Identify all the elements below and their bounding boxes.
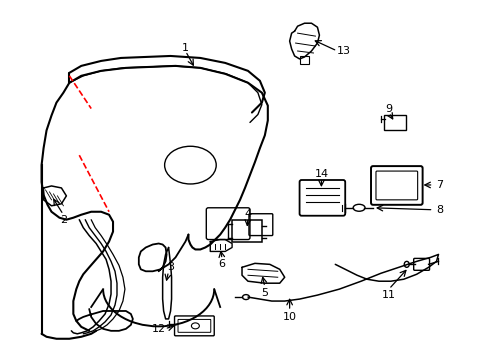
Text: 10: 10 [282, 312, 296, 322]
Text: 4: 4 [244, 209, 251, 219]
Text: 5: 5 [261, 288, 268, 298]
Bar [299, 56, 309, 64]
Text: 6: 6 [218, 259, 225, 269]
Bar [232, 220, 262, 242]
Text: 11: 11 [381, 290, 395, 300]
Text: 14: 14 [314, 169, 328, 179]
Text: 12: 12 [151, 324, 165, 334]
Text: 7: 7 [435, 180, 442, 190]
Text: 13: 13 [337, 46, 350, 56]
Text: 1: 1 [182, 43, 188, 53]
Text: 9: 9 [385, 104, 392, 113]
Text: 2: 2 [60, 215, 67, 225]
Text: 3: 3 [167, 262, 174, 272]
Text: 8: 8 [435, 205, 442, 215]
